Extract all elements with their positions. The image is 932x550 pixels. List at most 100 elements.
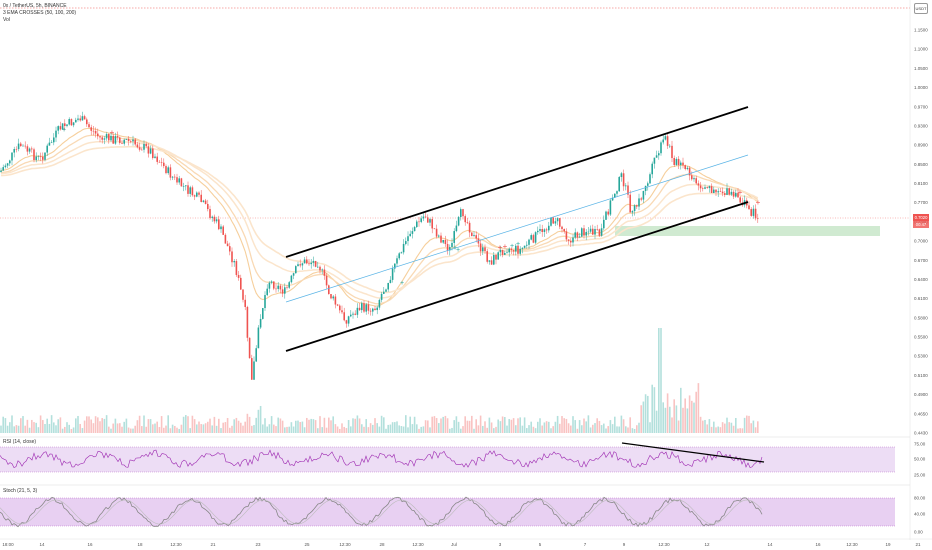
rsi-indicator-label[interactable]: RSI (14, close) <box>3 439 37 445</box>
candle-body <box>246 306 249 338</box>
price-tick-label: 1.1000 <box>914 47 928 52</box>
volume-bar <box>653 387 656 433</box>
volume-bar <box>473 428 475 433</box>
buy-cross-marker: + <box>400 280 404 287</box>
volume-bar <box>312 419 315 433</box>
candle-body <box>387 282 389 290</box>
candle-body <box>218 219 220 230</box>
ema-indicator-label[interactable]: 3 EMA CROSSES (50, 100, 200) <box>3 10 77 16</box>
volume-indicator-label[interactable]: Vol <box>3 17 10 23</box>
candle-body <box>728 188 730 195</box>
volume-bar <box>680 387 682 433</box>
volume-bar <box>167 415 169 433</box>
volume-bar <box>743 417 746 433</box>
support-zone[interactable] <box>615 226 880 236</box>
candle-body <box>488 260 491 262</box>
volume-bar <box>160 416 163 433</box>
volume-bar <box>669 406 671 433</box>
volume-bar <box>420 426 422 433</box>
candle-body <box>631 211 634 213</box>
candle-body <box>567 239 570 241</box>
volume-bar <box>15 425 18 433</box>
volume-bar <box>484 421 486 433</box>
candle-body <box>706 187 708 189</box>
volume-bar <box>231 425 233 433</box>
candle-body <box>506 252 508 253</box>
volume-bar <box>715 427 717 433</box>
stoch-tick-label: 80.00 <box>914 496 926 501</box>
volume-bar <box>332 416 334 433</box>
channel-midline[interactable] <box>285 154 749 303</box>
candle-body <box>116 136 119 138</box>
volume-bar <box>411 424 414 433</box>
candle-body <box>653 157 656 164</box>
candle-body <box>638 198 640 207</box>
candle-body <box>433 228 436 230</box>
ema-line <box>0 145 759 294</box>
candle-body <box>411 231 414 234</box>
candle-body <box>119 137 121 143</box>
candle-body <box>295 266 297 274</box>
candle-body <box>259 318 262 328</box>
volume-bar <box>559 423 561 433</box>
price-axis[interactable]: 1.1500 1.1000 1.0500 1.0000 0.9700 0.9300 0.89… <box>914 28 928 436</box>
candle-body <box>189 187 191 194</box>
volume-bar <box>270 416 273 433</box>
volume-bar <box>352 418 354 433</box>
volume-bar <box>61 428 64 433</box>
volume-bar <box>684 398 686 433</box>
candle-body <box>534 232 537 243</box>
volume-bar <box>642 401 645 433</box>
volume-bar <box>658 328 660 433</box>
volume-bar <box>123 421 125 433</box>
candle-body <box>105 134 108 139</box>
volume-bar <box>510 419 513 433</box>
volume-bar <box>101 418 103 433</box>
candle-body <box>79 118 81 121</box>
candle-body <box>90 127 92 131</box>
candle-body <box>715 189 717 193</box>
volume-bar <box>649 422 651 433</box>
volume-bar <box>240 422 242 433</box>
rsi-divergence-line[interactable] <box>621 442 765 463</box>
candle-body <box>310 262 312 265</box>
sell-cross-marker: + <box>738 188 743 197</box>
volume-bar <box>363 426 365 433</box>
candle-body <box>625 185 627 187</box>
candle-body <box>435 228 438 237</box>
candle-body <box>75 119 77 123</box>
time-tick-label: 16 <box>815 542 821 547</box>
candle-body <box>242 289 244 300</box>
volume-bar <box>416 424 418 433</box>
volume-bar <box>242 425 244 433</box>
volume-bar <box>193 419 196 433</box>
volume-bar <box>81 428 84 433</box>
volume-bar <box>721 422 724 433</box>
candle-body <box>600 228 603 236</box>
candle-body <box>207 203 209 210</box>
candle-body <box>268 282 271 289</box>
volume-bar <box>116 423 119 433</box>
volume-bar <box>226 417 229 433</box>
volume-bar <box>387 424 389 433</box>
volume-bar <box>53 422 55 433</box>
currency-badge[interactable]: USDT <box>914 3 928 14</box>
time-axis[interactable]: 18:00 14 16 18 12:30 21 23 25 12:30 28 12:30 Jul 3 5 7… <box>2 542 921 547</box>
channel-upper-line[interactable] <box>285 106 749 258</box>
candle-body <box>378 299 381 308</box>
volume-bar <box>297 420 299 433</box>
candle-body <box>121 142 123 144</box>
candle-body <box>559 218 561 227</box>
volume-bar <box>79 423 81 433</box>
candle-body <box>490 260 493 265</box>
volume-bar <box>488 417 491 433</box>
volume-bar <box>20 418 22 433</box>
volume-bar <box>523 417 526 433</box>
channel-lower-line[interactable] <box>285 201 749 352</box>
volume-bar <box>592 424 594 433</box>
volume-bar <box>552 426 554 433</box>
volume-bar <box>460 428 462 433</box>
volume-bar <box>86 416 88 433</box>
stoch-indicator-label[interactable]: Stoch (21, 5, 3) <box>3 488 38 494</box>
